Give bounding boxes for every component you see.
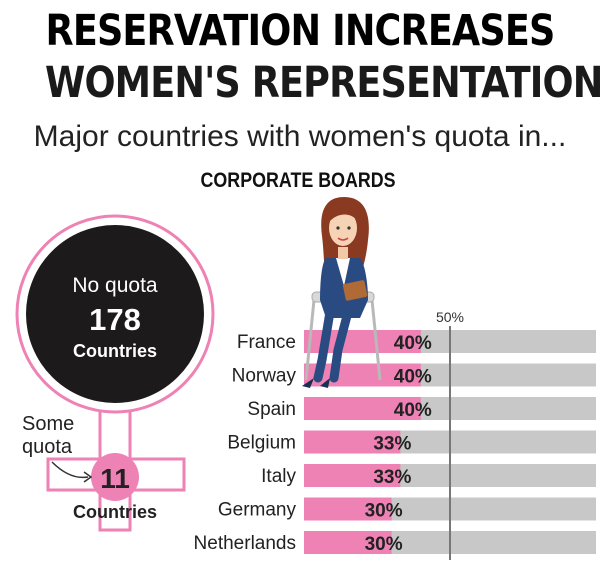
face-icon — [329, 210, 357, 246]
pointer-arrowhead-icon — [83, 471, 93, 483]
no-quota-unit: Countries — [73, 341, 157, 361]
some-quota-label-line2: quota — [22, 436, 73, 458]
shirt-icon — [336, 258, 350, 286]
category-label: Spain — [247, 399, 296, 420]
shoe-icon — [302, 378, 314, 388]
value-label: 33% — [373, 434, 411, 455]
value-label: 30% — [365, 534, 403, 555]
category-label: Italy — [261, 466, 296, 487]
category-label: France — [237, 332, 296, 353]
woman-on-chair-illustration — [302, 197, 382, 388]
category-label: Belgium — [227, 433, 296, 454]
no-quota-disc — [26, 225, 204, 403]
section-title: CORPORATE BOARDS — [200, 169, 396, 192]
bar — [304, 397, 421, 420]
legs-icon — [313, 307, 335, 383]
bar — [304, 330, 421, 353]
title-line2: WOMEN'S REPRESENTATION — [45, 58, 600, 108]
title-line1: RESERVATION INCREASES — [45, 6, 556, 56]
pointer-arrow-icon — [51, 461, 89, 479]
bar-chart: France 40% Norway 40% Spain 40% Belgium 33% Ital… — [194, 309, 596, 560]
bar — [304, 430, 401, 454]
bar — [304, 531, 392, 554]
category-label: Germany — [218, 500, 297, 521]
value-label: 33% — [373, 467, 411, 488]
category-label: Norway — [232, 366, 297, 387]
no-quota-label: No quota — [72, 274, 158, 297]
some-quota-unit: Countries — [73, 502, 157, 522]
subtitle: Major countries with women's quota in... — [33, 120, 567, 153]
value-label: 40% — [394, 400, 432, 421]
venus-cross — [46, 411, 186, 532]
some-quota-label-line1: Some — [22, 413, 74, 435]
no-quota-count: 178 — [89, 302, 141, 337]
reference-label: 50% — [436, 309, 464, 325]
bar — [304, 464, 401, 487]
value-label: 30% — [365, 501, 403, 522]
category-label: Netherlands — [194, 533, 296, 554]
value-label: 40% — [394, 367, 432, 388]
chair-legs-icon — [304, 299, 382, 381]
bar — [304, 497, 392, 521]
some-quota-count: 11 — [100, 463, 130, 494]
some-quota-disc — [91, 453, 139, 501]
venus-symbol: No quota 178 Countries Some quota 11 Cou… — [15, 214, 215, 532]
clipboard-icon — [342, 280, 368, 301]
value-label: 40% — [394, 333, 432, 354]
